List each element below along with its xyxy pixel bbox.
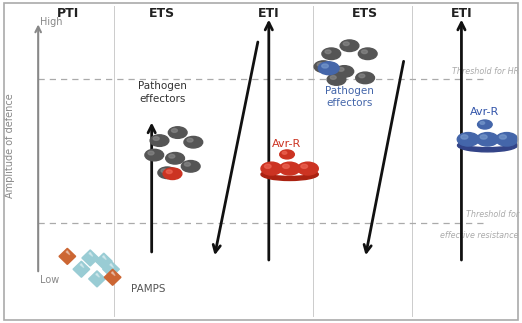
Polygon shape bbox=[96, 273, 100, 277]
Polygon shape bbox=[59, 248, 76, 265]
Circle shape bbox=[165, 152, 184, 164]
Text: High: High bbox=[40, 16, 62, 26]
Circle shape bbox=[158, 167, 176, 179]
Circle shape bbox=[330, 76, 336, 79]
Text: ETS: ETS bbox=[352, 7, 378, 20]
Circle shape bbox=[153, 137, 159, 141]
Text: ETS: ETS bbox=[149, 7, 175, 20]
Polygon shape bbox=[96, 253, 112, 269]
Circle shape bbox=[184, 136, 203, 148]
Circle shape bbox=[298, 162, 318, 175]
Polygon shape bbox=[89, 252, 93, 256]
Circle shape bbox=[150, 135, 169, 146]
Text: Amplitude of defence: Amplitude of defence bbox=[5, 93, 15, 198]
Circle shape bbox=[261, 162, 282, 175]
Polygon shape bbox=[102, 255, 106, 260]
Polygon shape bbox=[89, 271, 105, 287]
Circle shape bbox=[314, 61, 333, 72]
Circle shape bbox=[457, 132, 479, 146]
Text: Pathogen
effectors: Pathogen effectors bbox=[138, 81, 186, 104]
Circle shape bbox=[478, 120, 492, 129]
Circle shape bbox=[480, 121, 484, 124]
Text: Threshold for HR: Threshold for HR bbox=[452, 67, 519, 76]
Polygon shape bbox=[110, 264, 114, 268]
Circle shape bbox=[317, 63, 323, 67]
Circle shape bbox=[166, 170, 172, 173]
Circle shape bbox=[343, 42, 349, 46]
Circle shape bbox=[335, 66, 354, 77]
Ellipse shape bbox=[457, 139, 517, 152]
Circle shape bbox=[340, 40, 359, 51]
Circle shape bbox=[282, 151, 287, 154]
Circle shape bbox=[279, 162, 300, 175]
Polygon shape bbox=[80, 264, 84, 268]
Circle shape bbox=[500, 135, 506, 139]
Text: Pathogen
effectors: Pathogen effectors bbox=[325, 86, 374, 109]
Circle shape bbox=[338, 68, 344, 71]
Text: Avr-R: Avr-R bbox=[470, 107, 500, 117]
Polygon shape bbox=[111, 272, 115, 276]
Polygon shape bbox=[103, 261, 120, 277]
Circle shape bbox=[325, 50, 331, 54]
Text: PAMPS: PAMPS bbox=[131, 284, 165, 294]
Circle shape bbox=[161, 169, 167, 172]
Polygon shape bbox=[82, 250, 99, 266]
Circle shape bbox=[265, 164, 271, 168]
Circle shape bbox=[322, 64, 328, 68]
Circle shape bbox=[148, 151, 154, 155]
Circle shape bbox=[282, 164, 289, 168]
Circle shape bbox=[280, 150, 294, 159]
Text: ETI: ETI bbox=[258, 7, 280, 20]
Ellipse shape bbox=[266, 168, 313, 175]
Circle shape bbox=[361, 50, 367, 54]
Circle shape bbox=[171, 129, 177, 132]
Circle shape bbox=[184, 162, 191, 166]
Text: Avr-R: Avr-R bbox=[272, 139, 302, 149]
Text: Threshold for: Threshold for bbox=[466, 210, 519, 219]
Circle shape bbox=[356, 72, 374, 84]
Text: ETI: ETI bbox=[450, 7, 472, 20]
Circle shape bbox=[318, 62, 339, 75]
Circle shape bbox=[477, 132, 499, 146]
Circle shape bbox=[168, 127, 187, 138]
Circle shape bbox=[359, 48, 377, 59]
Circle shape bbox=[359, 74, 365, 78]
Ellipse shape bbox=[261, 168, 318, 181]
Circle shape bbox=[181, 161, 200, 172]
Circle shape bbox=[496, 132, 518, 146]
Text: Low: Low bbox=[40, 276, 59, 286]
Text: PTI: PTI bbox=[57, 7, 79, 20]
Circle shape bbox=[187, 138, 193, 142]
Circle shape bbox=[461, 135, 468, 139]
Circle shape bbox=[480, 135, 487, 139]
Polygon shape bbox=[66, 251, 70, 255]
Circle shape bbox=[145, 149, 163, 161]
Text: effective resistance: effective resistance bbox=[441, 231, 519, 240]
Polygon shape bbox=[104, 269, 121, 285]
Circle shape bbox=[301, 164, 307, 168]
Circle shape bbox=[327, 74, 346, 85]
Circle shape bbox=[322, 48, 341, 59]
Polygon shape bbox=[73, 261, 90, 277]
Circle shape bbox=[163, 168, 182, 180]
Circle shape bbox=[169, 154, 175, 158]
Ellipse shape bbox=[462, 139, 512, 146]
